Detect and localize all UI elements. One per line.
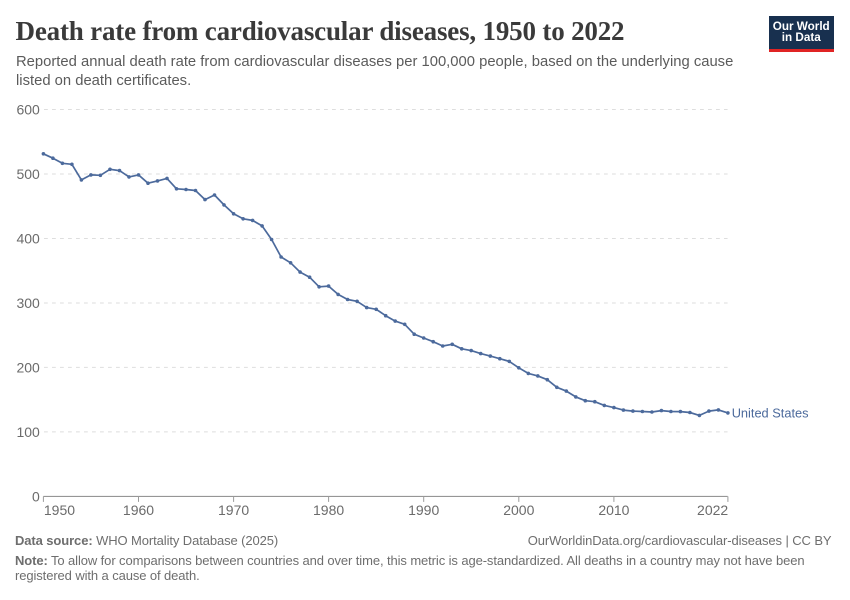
- svg-text:100: 100: [16, 424, 40, 440]
- svg-text:300: 300: [16, 295, 40, 311]
- svg-text:United States: United States: [732, 405, 809, 420]
- svg-text:1970: 1970: [218, 502, 249, 518]
- svg-text:400: 400: [16, 231, 40, 247]
- svg-text:0: 0: [32, 488, 40, 504]
- svg-text:2000: 2000: [503, 502, 534, 518]
- svg-text:200: 200: [16, 359, 40, 375]
- svg-text:500: 500: [16, 166, 40, 182]
- svg-text:2022: 2022: [697, 502, 728, 518]
- svg-text:1990: 1990: [408, 502, 439, 518]
- svg-text:1950: 1950: [44, 502, 75, 518]
- svg-text:2010: 2010: [598, 502, 629, 518]
- svg-text:1960: 1960: [123, 502, 154, 518]
- svg-text:1980: 1980: [313, 502, 344, 518]
- svg-text:600: 600: [16, 102, 40, 118]
